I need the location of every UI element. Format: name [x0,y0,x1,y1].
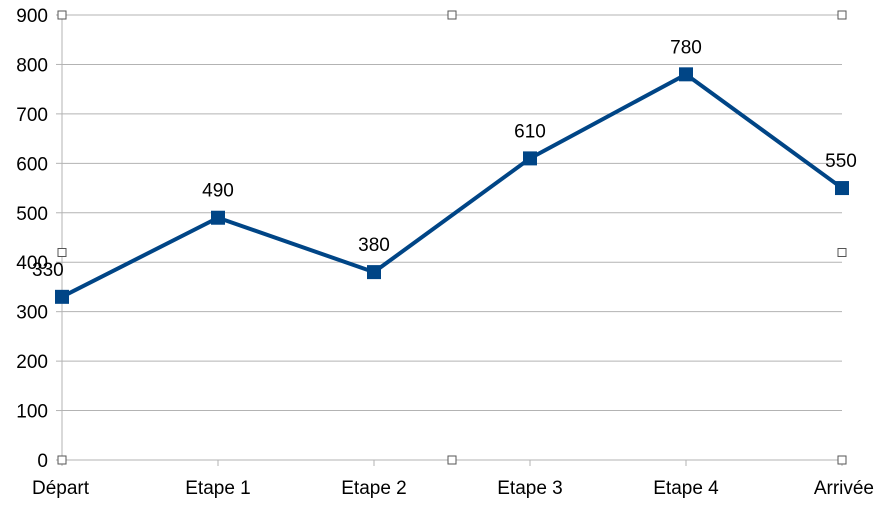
x-tick-label: Etape 1 [185,478,251,499]
y-tick-label: 400 [16,253,48,274]
resize-handle[interactable] [837,248,847,257]
data-label: 490 [202,181,234,202]
x-axis-tick-labels: Départ Etape 1 Etape 2 Etape 3 Etape 4 Arrivé… [32,478,874,499]
data-label: 330 [32,260,64,281]
data-point-marker[interactable] [367,265,381,280]
data-label: 610 [514,121,546,142]
x-tick-label: Départ [32,478,90,499]
series-line[interactable] [60,72,844,299]
resize-handle[interactable] [447,455,457,465]
data-point-marker[interactable] [835,181,849,196]
data-label: 550 [825,151,857,172]
x-tick-label: Etape 2 [341,478,407,499]
resize-handle[interactable] [57,10,67,20]
data-labels: 330 490 380 610 780 550 [32,37,857,281]
x-tick-label: Arrivée [814,478,874,499]
series [60,72,844,299]
resize-handle[interactable] [57,248,67,257]
y-tick-label: 300 [16,303,48,324]
selection-handles[interactable] [57,10,847,465]
data-label: 380 [358,235,390,256]
x-tick-label: Etape 4 [653,478,719,499]
y-tick-label: 800 [16,55,48,76]
data-point-marker[interactable] [679,67,693,82]
y-tick-label: 0 [37,451,48,472]
y-tick-label: 900 [16,6,48,27]
y-axis-tick-labels: 0 100 200 300 400 500 600 700 800 900 [16,6,48,472]
y-tick-label: 600 [16,154,48,175]
y-tick-label: 100 [16,402,48,423]
y-tick-label: 200 [16,352,48,373]
x-tick-label: Etape 3 [497,478,563,499]
data-point-marker[interactable] [523,151,537,166]
y-tick-label: 700 [16,105,48,126]
y-tick-label: 500 [16,204,48,225]
resize-handle[interactable] [837,10,847,20]
data-label: 780 [670,37,702,58]
resize-handle[interactable] [837,455,847,465]
data-point-marker[interactable] [211,210,225,225]
resize-handle[interactable] [447,10,457,20]
series-markers [55,67,849,304]
resize-handle[interactable] [57,455,67,465]
data-point-marker[interactable] [55,289,69,304]
